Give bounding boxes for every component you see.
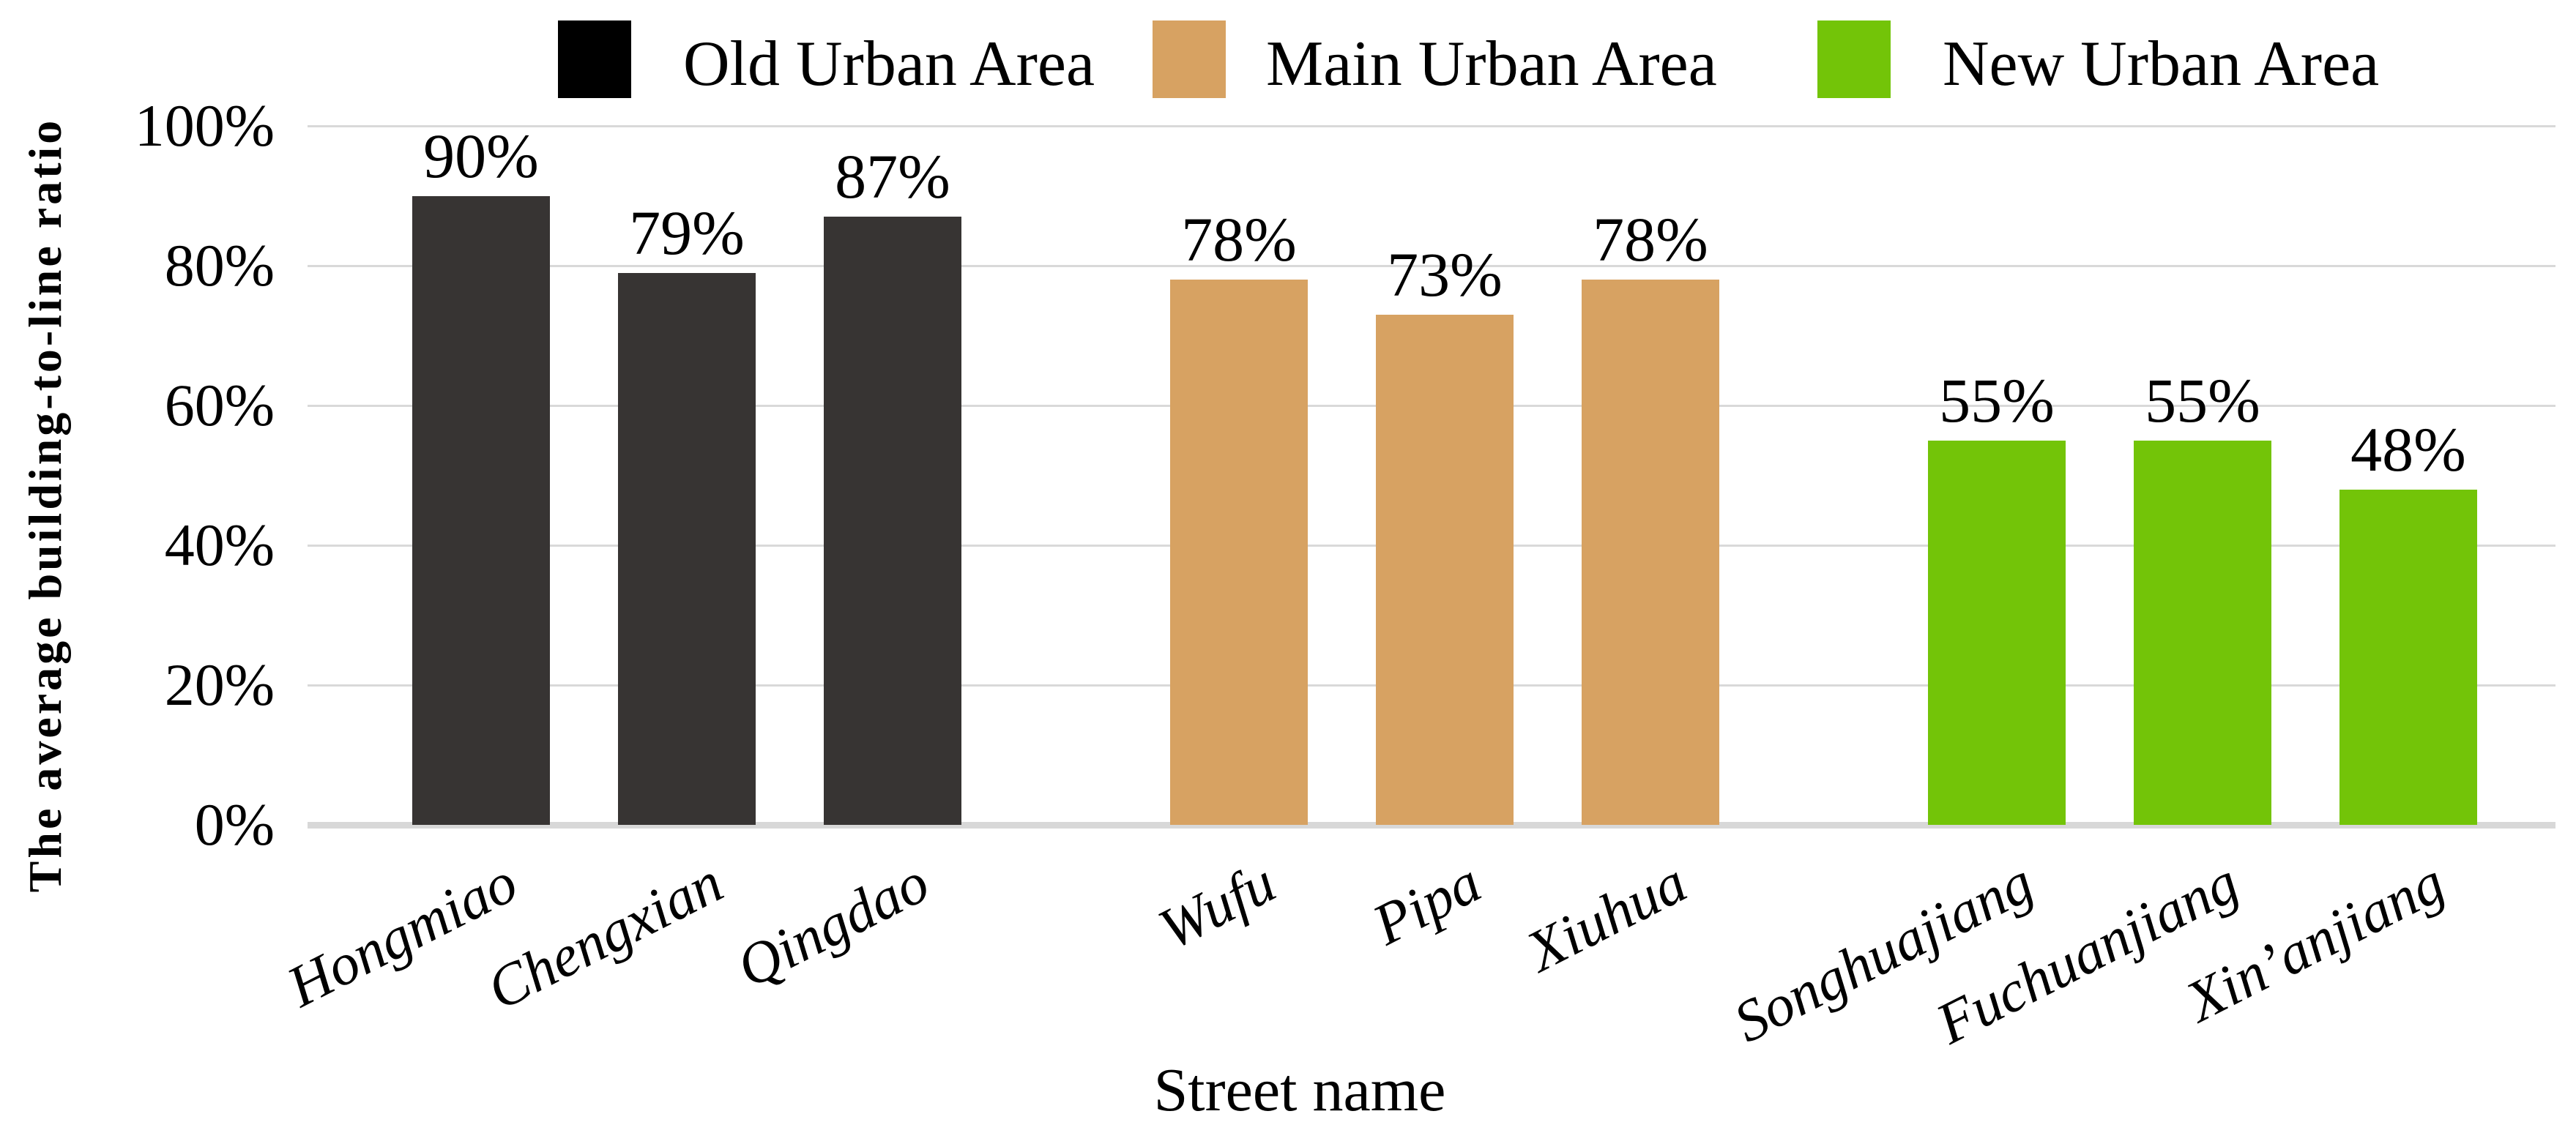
bar-value-label: 55%	[2145, 364, 2260, 435]
y-tick-label: 0%	[194, 791, 275, 858]
x-category-label: Wufu	[1148, 850, 1286, 962]
y-tick-label: 60%	[164, 372, 275, 438]
bar-value-label: 78%	[1181, 204, 1297, 275]
gridline	[308, 822, 2555, 829]
legend-swatch	[558, 20, 631, 98]
bar	[1928, 440, 2066, 825]
bar-value-label: 78%	[1593, 204, 1708, 275]
x-category-label: Pipa	[1363, 850, 1492, 958]
bar-value-label: 87%	[835, 141, 950, 212]
bar	[2339, 489, 2477, 825]
bar	[1376, 314, 1514, 825]
bar-value-label: 48%	[2350, 414, 2466, 485]
gridline	[308, 125, 2555, 127]
bar-value-label: 73%	[1387, 239, 1503, 310]
x-category-label: Xiuhua	[1516, 850, 1697, 984]
legend-swatch	[1153, 20, 1226, 98]
y-tick-label: 100%	[134, 92, 275, 159]
y-tick-label: 20%	[164, 651, 275, 718]
x-category-label: Qingdao	[726, 850, 939, 1001]
legend-label: Old Urban Area	[683, 29, 1095, 100]
y-tick-label: 40%	[164, 512, 275, 578]
legend-swatch	[1817, 20, 1891, 98]
bar	[2134, 440, 2271, 825]
bar-value-label: 55%	[1939, 364, 2055, 435]
y-axis-title: The average building-to-line ratio	[19, 117, 71, 893]
x-axis-title: Street name	[1153, 1056, 1446, 1124]
bar	[824, 217, 961, 825]
bar	[618, 272, 756, 825]
bar	[1170, 280, 1308, 825]
bar-value-label: 79%	[629, 197, 745, 268]
y-tick-label: 80%	[164, 232, 275, 299]
bar	[1582, 280, 1719, 825]
bar-value-label: 90%	[423, 120, 539, 191]
x-category-label: Hongmiao	[278, 850, 528, 1020]
gridline	[308, 265, 2555, 267]
x-category-label: Chengxian	[477, 850, 734, 1023]
legend-label: Main Urban Area	[1266, 29, 1717, 100]
bar	[412, 195, 550, 825]
legend-label: New Urban Area	[1943, 29, 2380, 100]
